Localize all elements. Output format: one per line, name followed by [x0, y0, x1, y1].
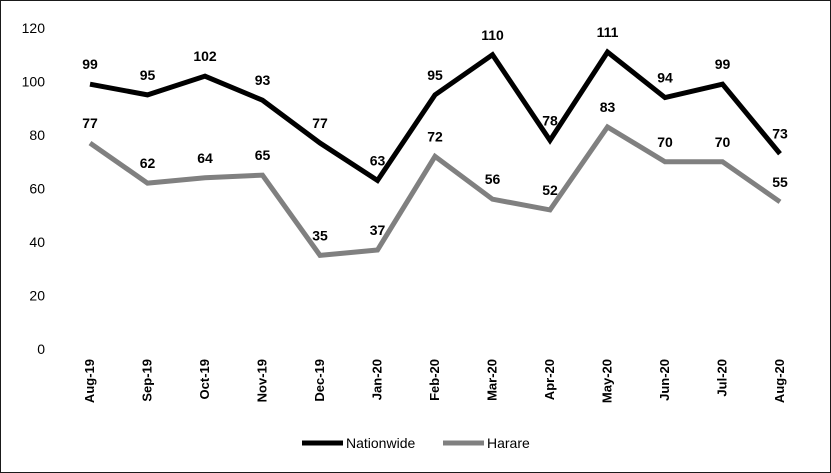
- data-label-harare: 35: [312, 227, 328, 243]
- data-label-nationwide: 99: [82, 56, 98, 72]
- x-tick-label: Dec-19: [312, 359, 327, 402]
- data-label-nationwide: 110: [481, 27, 504, 43]
- x-tick-label: Nov-19: [255, 359, 270, 402]
- y-tick-label: 100: [22, 74, 46, 90]
- data-label-harare: 55: [772, 174, 788, 190]
- data-label-nationwide: 93: [255, 72, 271, 88]
- y-axis-ticks: 0 20 40 60 80 100 120: [22, 20, 46, 357]
- data-label-harare: 77: [82, 115, 98, 131]
- data-label-nationwide: 99: [715, 56, 731, 72]
- series-line-nationwide: [89, 48, 782, 184]
- legend-label-harare: Harare: [487, 435, 530, 451]
- x-tick-label: Mar-20: [485, 359, 500, 401]
- y-tick-label: 20: [29, 288, 45, 304]
- x-axis-ticks: Aug-19 Sep-19 Oct-19 Nov-19 Dec-19 Jan-20 Feb-…: [82, 359, 787, 403]
- x-tick-label: May-20: [600, 359, 615, 403]
- y-tick-label: 0: [37, 341, 45, 357]
- data-label-nationwide: 78: [542, 112, 558, 128]
- x-tick-label: Jan-20: [370, 359, 385, 400]
- data-label-harare: 65: [255, 147, 271, 163]
- data-label-harare: 70: [657, 134, 673, 150]
- y-tick-label: 80: [29, 127, 45, 143]
- x-tick-label: Jul-20: [715, 359, 730, 397]
- data-label-harare: 72: [427, 128, 443, 144]
- data-label-nationwide: 63: [370, 152, 386, 168]
- x-tick-label: Apr-20: [542, 359, 557, 400]
- x-tick-label: Aug-20: [772, 359, 787, 403]
- legend: Nationwide Harare: [302, 435, 530, 451]
- data-label-nationwide: 95: [140, 67, 156, 83]
- x-tick-label: Oct-19: [197, 359, 212, 399]
- y-tick-label: 60: [29, 181, 45, 197]
- data-label-harare: 52: [542, 182, 558, 198]
- data-label-harare: 37: [370, 222, 386, 238]
- x-tick-label: Feb-20: [427, 359, 442, 401]
- data-label-nationwide: 95: [427, 67, 443, 83]
- data-label-nationwide: 73: [772, 126, 788, 142]
- data-labels: 99 95 102 93 77 63 95 110 78 111 94 99 73 77 62 64 65 35 3…: [82, 24, 788, 243]
- data-label-nationwide: 77: [312, 115, 328, 131]
- x-tick-label: Jun-20: [657, 359, 672, 401]
- legend-label-nationwide: Nationwide: [346, 435, 415, 451]
- series-line-harare: [88, 123, 782, 258]
- data-label-nationwide: 111: [597, 24, 619, 40]
- data-label-harare: 62: [140, 155, 156, 171]
- data-label-harare: 56: [485, 171, 501, 187]
- data-label-nationwide: 94: [657, 70, 673, 86]
- series-lines: [88, 48, 782, 258]
- x-tick-label: Aug-19: [82, 359, 97, 403]
- data-label-harare: 83: [600, 99, 616, 115]
- data-label-harare: 64: [197, 150, 213, 166]
- x-tick-label: Sep-19: [140, 359, 155, 402]
- data-label-harare: 70: [715, 134, 731, 150]
- y-tick-label: 120: [22, 20, 46, 36]
- data-label-nationwide: 102: [193, 48, 217, 64]
- y-tick-label: 40: [29, 234, 45, 250]
